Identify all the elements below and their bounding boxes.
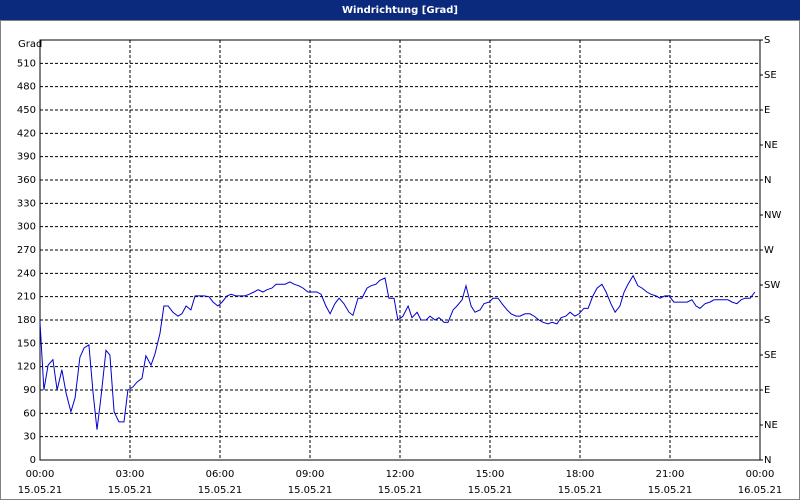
y2-tick-label: SW [764,280,780,291]
y-tick-label: 30 [23,432,36,443]
y-tick-label: 390 [17,152,36,163]
x-tick-label: 15:00 [476,469,505,480]
y2-tick-label: E [764,385,770,396]
y2-tick-label: NE [764,140,778,151]
x-tick-label: 06:00 [206,469,235,480]
y2-tick-label: N [764,175,771,186]
x-tick-date: 15.05.21 [558,485,603,496]
x-tick-date: 15.05.21 [18,485,63,496]
y-tick-label: 120 [17,362,36,373]
x-tick-label: 09:00 [296,469,325,480]
x-tick-label: 00:00 [746,469,775,480]
y-tick-label: 480 [17,82,36,93]
x-tick-date: 15.05.21 [108,485,153,496]
y2-tick-label: W [764,245,774,256]
data-line [39,274,756,430]
y-tick-label: 270 [17,245,36,256]
y-tick-label: 90 [23,385,36,396]
chart-title: Windrichtung [Grad] [342,5,458,16]
x-tick-label: 00:00 [26,469,55,480]
y-tick-label: 210 [17,292,36,303]
y-tick-label: 240 [17,268,36,279]
x-tick-date: 15.05.21 [378,485,423,496]
y-tick-label: 300 [17,222,36,233]
x-tick-date: 15.05.21 [468,485,513,496]
y2-tick-label: SE [764,350,777,361]
y2-tick-label: E [764,105,770,116]
plot-frame [39,39,761,461]
y-tick-label: 360 [17,175,36,186]
y2-tick-label: NE [764,420,778,431]
x-tick-date: 15.05.21 [198,485,243,496]
x-tick-date: 15.05.21 [288,485,333,496]
y-tick-label: 510 [17,58,36,69]
y2-tick-label: S [764,315,770,326]
x-tick-label: 12:00 [386,469,415,480]
y-tick-label: 60 [23,408,36,419]
y2-tick-label: N [764,455,771,466]
y2-tick-label: S [764,35,770,46]
x-tick-date: 16.05.21 [738,485,783,496]
y-tick-label: 450 [17,105,36,116]
x-tick-label: 03:00 [116,469,145,480]
y-tick-label: 0 [30,455,36,466]
y-tick-label: 330 [17,198,36,209]
y2-tick-label: SE [764,70,777,81]
x-tick-label: 18:00 [566,469,595,480]
y-tick-label: 150 [17,338,36,349]
y-tick-label: 180 [17,315,36,326]
y2-tick-label: NW [764,210,781,221]
y-axis-label: Grad [18,39,42,50]
x-tick-label: 21:00 [656,469,685,480]
title-bar [0,0,800,20]
x-tick-date: 15.05.21 [648,485,693,496]
y-tick-label: 420 [17,128,36,139]
